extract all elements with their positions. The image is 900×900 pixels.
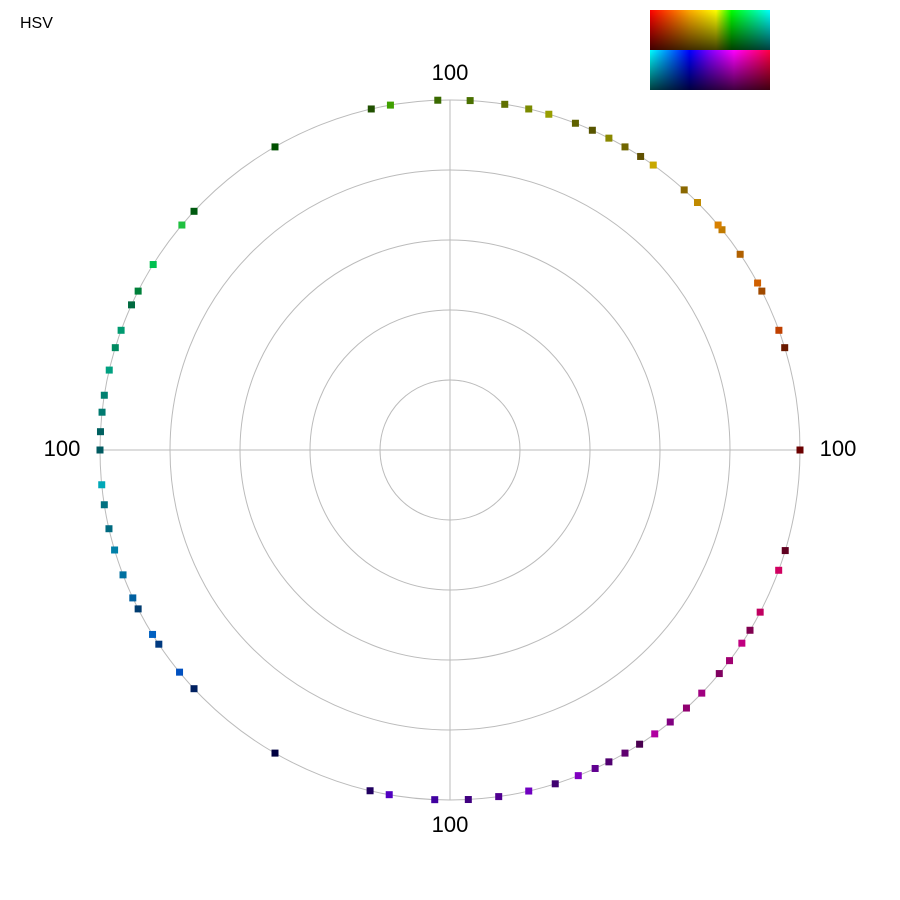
- point: [680, 186, 688, 194]
- point: [134, 287, 142, 295]
- point: [736, 250, 744, 258]
- point: [134, 605, 142, 613]
- point: [796, 446, 804, 454]
- point: [605, 758, 613, 766]
- point: [149, 630, 157, 638]
- point: [637, 152, 645, 160]
- point: [738, 639, 746, 647]
- point: [111, 344, 119, 352]
- point: [129, 594, 137, 602]
- point: [649, 161, 657, 169]
- point: [190, 207, 198, 215]
- point: [98, 408, 106, 416]
- point: [775, 326, 783, 334]
- point: [96, 428, 104, 436]
- point: [775, 566, 783, 574]
- point: [682, 704, 690, 712]
- point: [385, 791, 393, 799]
- point: [111, 546, 119, 554]
- point: [781, 547, 789, 555]
- point: [545, 110, 553, 118]
- point: [119, 571, 127, 579]
- point: [149, 261, 157, 269]
- point: [718, 226, 726, 234]
- point: [693, 199, 701, 207]
- point: [621, 143, 629, 151]
- point: [190, 685, 198, 693]
- point: [605, 134, 613, 142]
- point: [100, 391, 108, 399]
- point: [651, 730, 659, 738]
- point: [434, 96, 442, 104]
- point: [666, 718, 674, 726]
- point: [105, 366, 113, 374]
- point: [495, 793, 503, 801]
- point: [698, 689, 706, 697]
- point: [367, 105, 375, 113]
- point: [117, 326, 125, 334]
- point: [636, 740, 644, 748]
- point: [464, 796, 472, 804]
- point: [715, 670, 723, 678]
- point: [551, 780, 559, 788]
- point: [754, 279, 762, 287]
- point: [100, 501, 108, 509]
- r-tick-label: 100: [820, 436, 857, 461]
- point: [271, 143, 279, 151]
- point: [781, 344, 789, 352]
- point: [574, 772, 582, 780]
- point: [466, 97, 474, 105]
- point: [621, 749, 629, 757]
- point: [726, 657, 734, 665]
- point: [525, 105, 533, 113]
- point: [571, 119, 579, 127]
- point: [96, 446, 104, 454]
- r-tick-label: 100: [44, 436, 81, 461]
- point: [431, 796, 439, 804]
- r-tick-label: 100: [432, 812, 469, 837]
- point: [366, 787, 374, 795]
- r-tick-label: 100: [432, 60, 469, 85]
- point: [386, 101, 394, 109]
- color-legend: [650, 10, 770, 90]
- point: [714, 221, 722, 229]
- point: [178, 221, 186, 229]
- point: [128, 301, 136, 309]
- point: [756, 608, 764, 616]
- point: [155, 640, 163, 648]
- point: [525, 787, 533, 795]
- chart-title: HSV: [20, 15, 53, 32]
- point: [588, 126, 596, 134]
- point: [591, 764, 599, 772]
- point: [746, 626, 754, 634]
- point: [98, 481, 106, 489]
- point: [105, 525, 113, 533]
- point: [176, 668, 184, 676]
- point: [758, 287, 766, 295]
- point: [501, 100, 509, 108]
- point: [271, 749, 279, 757]
